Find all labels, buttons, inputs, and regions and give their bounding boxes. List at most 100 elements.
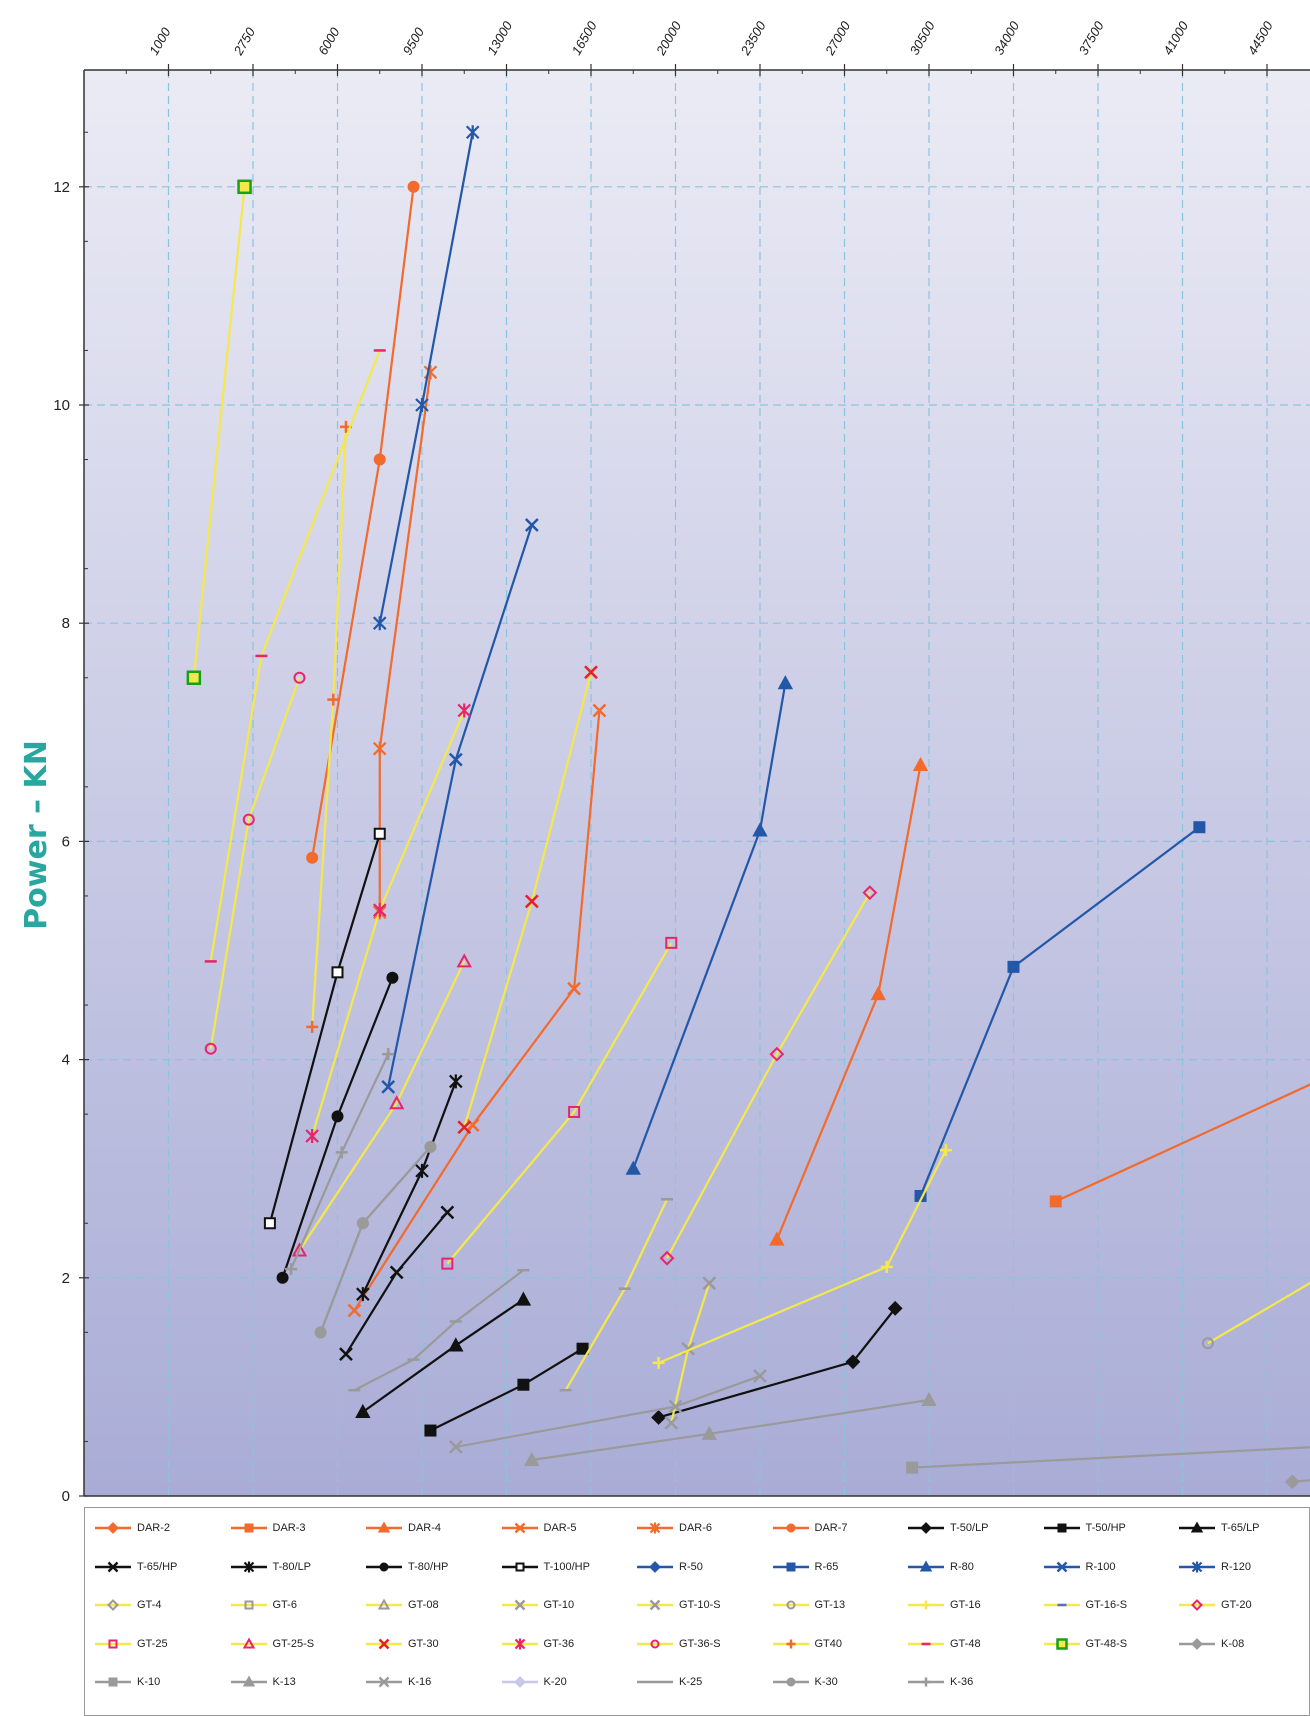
data-point — [108, 1639, 118, 1648]
series-line — [912, 1446, 1310, 1469]
legend-swatch — [230, 1523, 267, 1533]
data-point — [845, 1354, 861, 1370]
legend-label: GT-48-S — [1085, 1637, 1128, 1650]
legend-item: T-80/LP — [229, 1557, 311, 1577]
data-point — [186, 670, 202, 685]
series-line — [192, 186, 246, 678]
legend-swatch — [366, 1676, 402, 1688]
legend-swatch — [366, 1521, 402, 1533]
legend-label: K-25 — [679, 1676, 703, 1688]
legend-label: GT-16-S — [1085, 1599, 1128, 1611]
legend-label: T-65/HP — [137, 1560, 178, 1573]
data-point — [665, 936, 678, 949]
legend-swatch — [230, 1636, 267, 1648]
data-point — [457, 703, 472, 718]
series-gt-36-s — [204, 671, 306, 1055]
y-axis-label: Power – KN — [19, 740, 54, 930]
legend-swatch — [501, 1638, 538, 1649]
data-point — [568, 1105, 581, 1118]
legend-item: K-10 — [93, 1672, 160, 1692]
data-point — [291, 1242, 308, 1257]
data-point — [293, 671, 306, 684]
data-point — [355, 1403, 371, 1418]
series-t-65-lp — [355, 1291, 532, 1418]
data-point — [448, 1337, 464, 1352]
data-point — [389, 1265, 404, 1280]
data-point — [921, 1600, 931, 1610]
legend-swatch — [366, 1598, 402, 1610]
legend-item: T-100/HP — [500, 1557, 590, 1577]
legend-swatch — [1179, 1561, 1215, 1572]
series-t-65-hp — [339, 1205, 455, 1362]
data-point — [424, 1424, 437, 1437]
data-point — [388, 1095, 405, 1110]
data-point — [753, 1369, 767, 1383]
legend-swatch — [95, 1522, 131, 1534]
legend-swatch — [908, 1642, 944, 1645]
legend-item: GT-36-S — [635, 1634, 721, 1654]
legend-swatch — [908, 1559, 944, 1571]
data-point — [515, 1562, 524, 1571]
series-dar-4 — [769, 756, 929, 1246]
data-point — [107, 1522, 119, 1534]
data-point — [1191, 1561, 1203, 1572]
legend-swatch — [366, 1562, 402, 1571]
data-point — [204, 1042, 217, 1055]
data-point — [314, 1326, 327, 1339]
legend-swatch — [230, 1561, 267, 1572]
data-point — [448, 1440, 463, 1454]
legend-item: T-65/HP — [93, 1557, 177, 1577]
data-point — [378, 1676, 390, 1688]
legend-swatch — [772, 1523, 809, 1533]
data-point — [524, 518, 539, 532]
legend-swatch — [366, 1638, 402, 1649]
data-point — [514, 1638, 525, 1649]
data-point — [347, 1303, 362, 1318]
legend-swatch — [1179, 1637, 1215, 1650]
data-point — [306, 851, 319, 864]
legend-swatch — [637, 1522, 673, 1534]
legend-item: T-50/LP — [906, 1518, 989, 1538]
data-point — [415, 1163, 429, 1178]
data-point — [1191, 1637, 1203, 1650]
series-gt-16 — [652, 1144, 952, 1369]
data-point — [306, 1020, 319, 1033]
data-point — [887, 1300, 903, 1316]
legend-item: DAR-7 — [771, 1518, 848, 1538]
series-k-30 — [314, 1140, 437, 1339]
x-tick-label: 44500 — [1245, 18, 1276, 57]
data-point — [456, 953, 472, 968]
legend-swatch — [772, 1600, 809, 1610]
data-point — [378, 1638, 390, 1649]
data-point — [664, 1416, 679, 1430]
series-gt-36 — [305, 703, 472, 1143]
data-point — [379, 1562, 389, 1571]
legend-label: K-36 — [950, 1676, 974, 1688]
data-point — [356, 1287, 370, 1302]
data-point — [331, 966, 344, 979]
data-point — [1190, 1521, 1204, 1533]
legend-swatch — [501, 1676, 538, 1688]
data-point — [769, 1231, 785, 1246]
legend-label: R-80 — [950, 1560, 974, 1573]
legend-item: GT-10-S — [635, 1595, 721, 1615]
data-point — [242, 1675, 255, 1687]
legend-label: GT-13 — [814, 1599, 846, 1611]
legend-item: GT-30 — [364, 1634, 439, 1654]
legend-item: R-120 — [1177, 1557, 1251, 1577]
series-dar-3 — [1049, 1083, 1310, 1208]
legend-label: R-50 — [679, 1560, 703, 1573]
legend-label: R-120 — [1221, 1560, 1251, 1573]
legend-swatch — [772, 1677, 809, 1687]
legend-item: GT-20 — [1177, 1595, 1252, 1615]
x-tick-label: 2750 — [230, 24, 258, 58]
legend: DAR-2 DAR-3 DAR-4 DAR-5 DAR-6 DAR-7 T-50/LP T-5… — [84, 1507, 1310, 1716]
legend-swatch — [1043, 1523, 1080, 1533]
series-r-80 — [625, 675, 794, 1175]
legend-label: K-20 — [543, 1676, 567, 1688]
data-point — [415, 398, 429, 412]
series-gt-48 — [204, 349, 386, 963]
series-line — [353, 1269, 525, 1392]
legend-swatch — [772, 1639, 809, 1648]
data-point — [786, 1562, 795, 1571]
